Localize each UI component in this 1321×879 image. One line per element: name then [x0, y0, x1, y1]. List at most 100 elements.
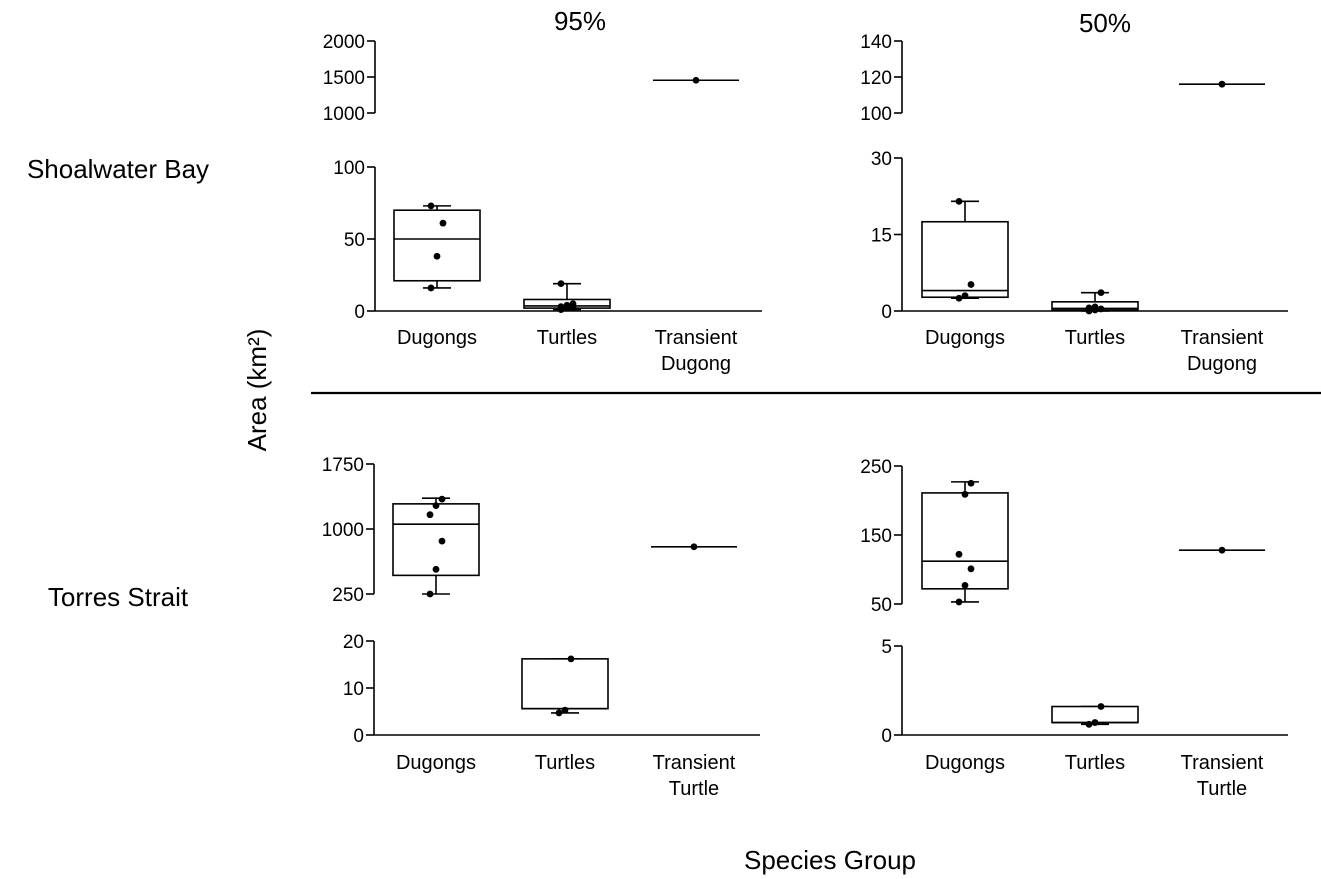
y-tick-label: 0: [881, 726, 892, 747]
y-tick-label: 120: [860, 68, 892, 89]
y-tick-label: 0: [353, 726, 364, 747]
y-tick-label: 50: [871, 595, 892, 616]
group-dugongs: [921, 479, 1009, 606]
group-turtles: [521, 655, 609, 717]
y-tick-label: 30: [871, 149, 892, 170]
data-point: [1097, 289, 1105, 297]
data-point: [432, 502, 440, 509]
category-label: Dugongs: [397, 327, 477, 349]
panel-torres-strait-50: 0 5 50 150 250 Dugongs Turtles Transient Turtle: [860, 457, 1288, 800]
data-point: [432, 565, 440, 573]
data-point: [692, 76, 700, 84]
data-point: [1097, 305, 1105, 313]
row-label-torres-strait: Torres Strait: [48, 582, 189, 612]
data-point: [967, 565, 975, 573]
y-tick-label: 2000: [323, 32, 365, 53]
category-label: Turtles: [1065, 327, 1125, 349]
column-title-50: 50%: [1079, 8, 1131, 38]
y-tick-label: 0: [881, 302, 892, 323]
y-tick-label: 1000: [323, 104, 365, 125]
data-point: [955, 550, 963, 558]
data-point: [1097, 703, 1105, 710]
data-point: [1091, 303, 1099, 311]
data-point: [557, 280, 565, 288]
group-transient-dugong: [653, 76, 739, 84]
data-point: [433, 252, 441, 260]
y-tick-label: 150: [860, 526, 892, 547]
category-label: Transient: [653, 752, 736, 774]
data-point: [690, 543, 698, 551]
category-label: Dugongs: [396, 752, 476, 774]
iqr-box: [393, 209, 481, 282]
group-turtles: [523, 280, 611, 313]
category-label: Turtle: [1197, 778, 1247, 800]
data-point: [555, 709, 563, 717]
category-label: Transient: [655, 327, 738, 349]
group-transient-turtle: [1179, 546, 1265, 554]
category-label: Turtles: [535, 752, 595, 774]
category-label: Transient: [1181, 752, 1264, 774]
y-tick-label: 0: [354, 302, 365, 323]
y-tick-label: 1500: [323, 68, 365, 89]
data-point: [955, 197, 963, 205]
group-turtles: [1051, 289, 1139, 315]
y-tick-label: 250: [332, 585, 364, 606]
data-point: [1085, 720, 1093, 728]
column-title-95: 95%: [554, 6, 606, 36]
iqr-box: [921, 492, 1009, 590]
row-label-shoalwater-bay: Shoalwater Bay: [27, 154, 209, 184]
data-point: [1218, 546, 1226, 554]
data-point: [426, 511, 434, 519]
category-label: Transient: [1181, 327, 1264, 349]
category-label: Dugong: [661, 353, 731, 375]
data-point: [961, 490, 969, 498]
group-dugongs: [393, 202, 481, 292]
data-point: [438, 537, 446, 545]
data-point: [1085, 304, 1093, 312]
y-tick-label: 140: [860, 32, 892, 53]
category-label: Dugongs: [925, 327, 1005, 349]
data-point: [961, 581, 969, 589]
data-point: [967, 281, 975, 288]
category-label: Turtles: [1065, 752, 1125, 774]
data-point: [967, 479, 975, 487]
group-transient-turtle: [651, 543, 737, 551]
category-label: Turtles: [537, 327, 597, 349]
panel-torres-strait-95: 0 10 20 250 1000 1750 Dugongs Turtles Transient T…: [322, 455, 760, 800]
data-point: [561, 706, 569, 714]
group-dugongs: [921, 197, 1009, 302]
x-axis-title: Species Group: [744, 845, 916, 875]
panel-shoalwater-bay-95: 0 50 100 1000 1500 2000 Dugongs Turtles Transien…: [323, 32, 762, 375]
category-label: Dugong: [1187, 353, 1257, 375]
group-transient-dugong: [1179, 80, 1265, 88]
category-label: Dugongs: [925, 752, 1005, 774]
data-point: [955, 598, 963, 606]
data-point: [569, 300, 577, 308]
y-tick-label: 1750: [322, 455, 364, 476]
data-point: [426, 590, 434, 598]
iqr-box: [521, 658, 609, 710]
category-label: Turtle: [669, 778, 719, 800]
data-point: [438, 495, 446, 503]
data-point: [427, 202, 435, 210]
group-dugongs: [392, 495, 480, 598]
iqr-box: [392, 503, 480, 577]
y-tick-label: 100: [333, 158, 365, 179]
y-tick-label: 250: [860, 457, 892, 478]
data-point: [955, 294, 963, 302]
y-axis-title: Area (km²): [242, 329, 272, 452]
data-point: [563, 301, 571, 309]
iqr-box: [921, 220, 1009, 299]
y-tick-label: 50: [344, 230, 365, 251]
y-tick-label: 10: [343, 679, 364, 700]
y-tick-label: 5: [881, 637, 892, 658]
data-point: [1091, 719, 1099, 726]
panel-shoalwater-bay-50: 0 15 30 100 120 140 Dugongs Turtles Transient Dug…: [860, 32, 1288, 375]
data-point: [1218, 80, 1226, 88]
data-point: [439, 219, 447, 227]
data-point: [427, 284, 435, 292]
data-point: [567, 655, 575, 663]
y-tick-label: 100: [860, 104, 892, 125]
